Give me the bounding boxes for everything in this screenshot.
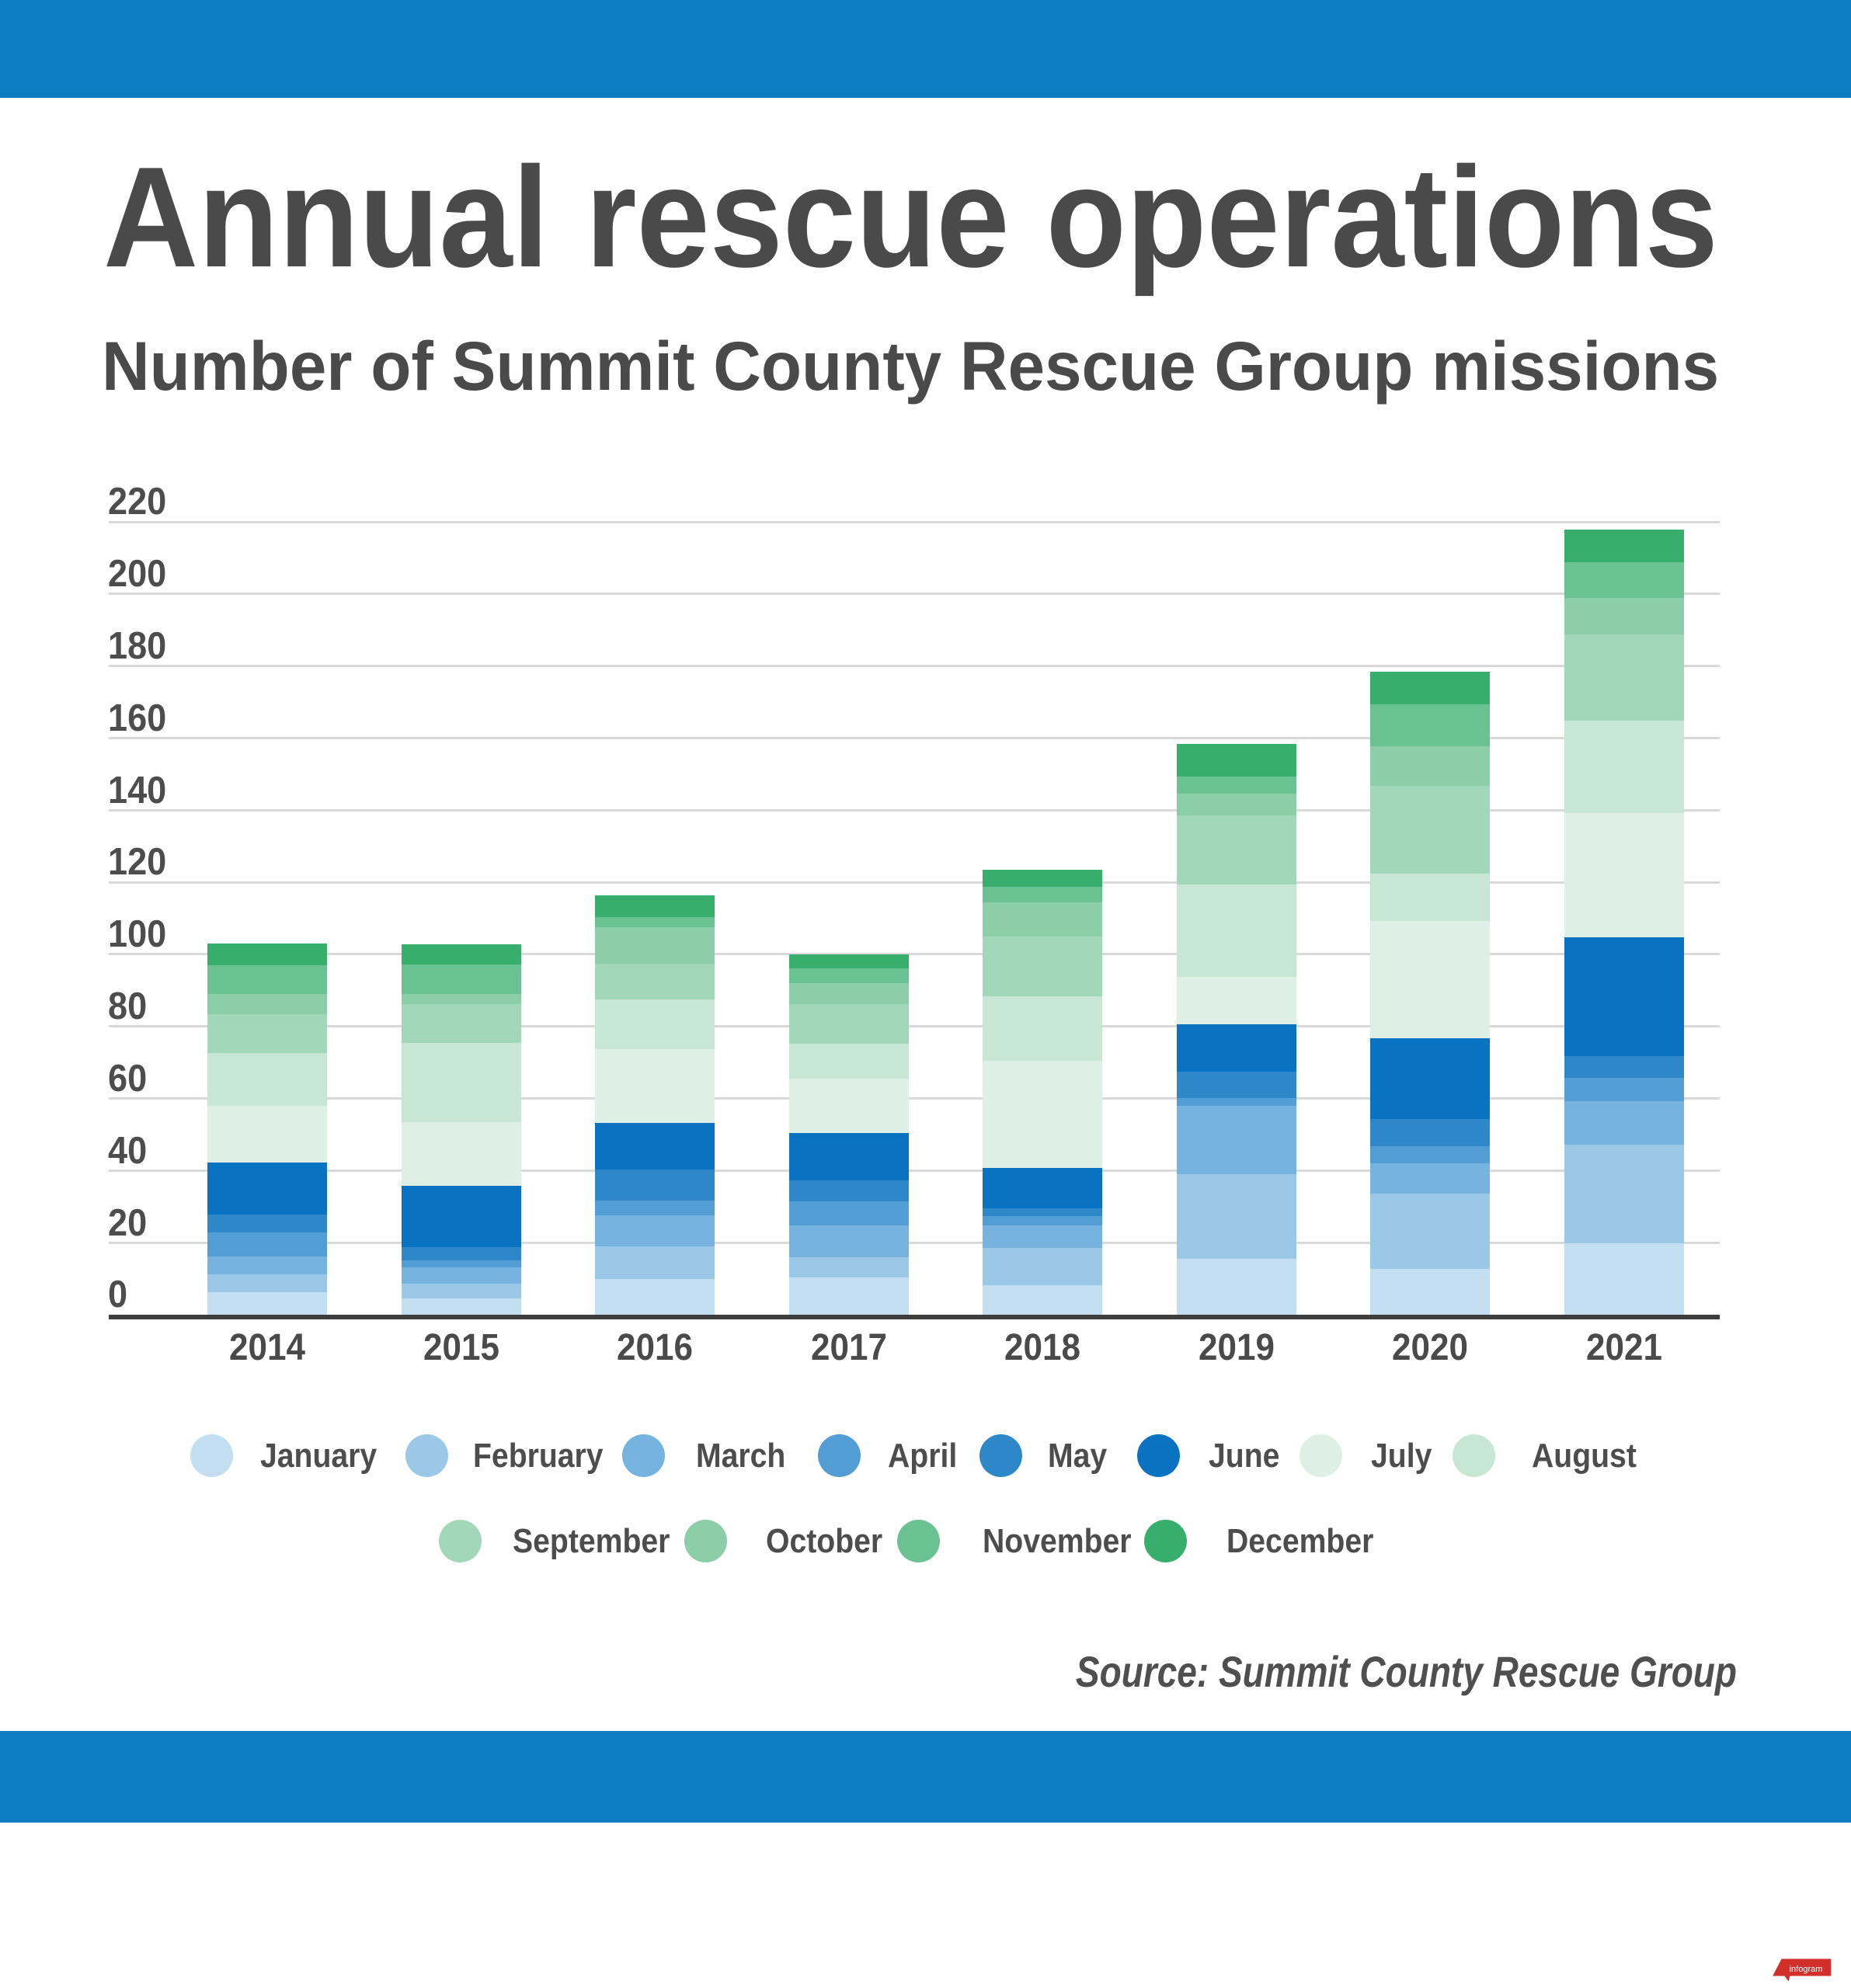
svg-text:infogram: infogram [1790, 1965, 1823, 1974]
